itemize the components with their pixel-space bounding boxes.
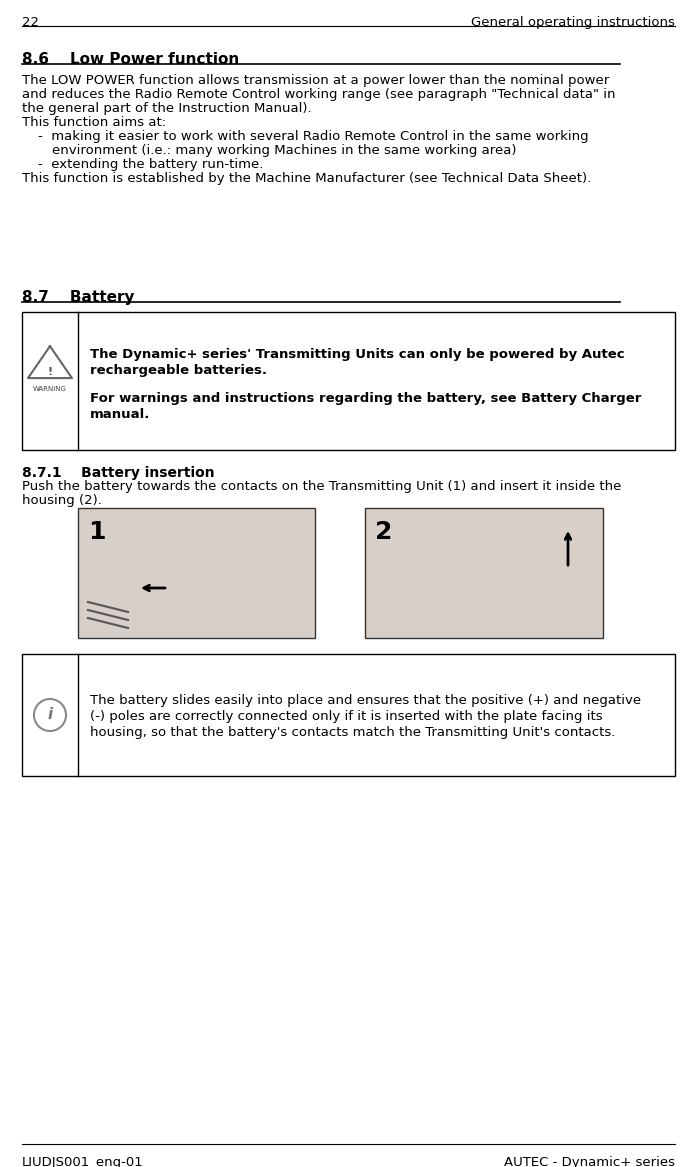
Text: !: !: [47, 366, 52, 377]
Text: The Dynamic+ series' Transmitting Units can only be powered by Autec: The Dynamic+ series' Transmitting Units …: [90, 348, 625, 361]
Text: General operating instructions: General operating instructions: [471, 16, 675, 29]
Bar: [365, 508, 603, 638]
Bar: [22, 312, 675, 450]
Text: -  extending the battery run-time.: - extending the battery run-time.: [38, 158, 263, 172]
Bar: [22, 654, 675, 776]
Text: 22: 22: [22, 16, 39, 29]
Text: AUTEC - Dynamic+ series: AUTEC - Dynamic+ series: [504, 1156, 675, 1167]
Text: WARNING: WARNING: [33, 386, 67, 392]
Text: i: i: [47, 707, 53, 722]
Text: and reduces the Radio Remote Control working range (see paragraph "Technical dat: and reduces the Radio Remote Control wor…: [22, 88, 615, 102]
Text: manual.: manual.: [90, 408, 151, 421]
Circle shape: [34, 699, 66, 731]
Text: -  making it easier to work with several Radio Remote Control in the same workin: - making it easier to work with several …: [38, 130, 589, 144]
Text: 8.7    Battery: 8.7 Battery: [22, 291, 135, 305]
Text: For warnings and instructions regarding the battery, see Battery Charger: For warnings and instructions regarding …: [90, 392, 641, 405]
Bar: [78, 508, 315, 638]
Polygon shape: [28, 347, 72, 378]
Text: The LOW POWER function allows transmission at a power lower than the nominal pow: The LOW POWER function allows transmissi…: [22, 74, 609, 88]
Text: environment (i.e.: many working Machines in the same working area): environment (i.e.: many working Machines…: [52, 144, 516, 158]
Text: housing, so that the battery's contacts match the Transmitting Unit's contacts.: housing, so that the battery's contacts …: [90, 726, 615, 739]
Text: This function is established by the Machine Manufacturer (see Technical Data She: This function is established by the Mach…: [22, 172, 591, 186]
Text: (-) poles are correctly connected only if it is inserted with the plate facing i: (-) poles are correctly connected only i…: [90, 710, 603, 724]
Text: rechargeable batteries.: rechargeable batteries.: [90, 364, 267, 377]
Text: housing (2).: housing (2).: [22, 494, 102, 506]
Text: Push the battery towards the contacts on the Transmitting Unit (1) and insert it: Push the battery towards the contacts on…: [22, 480, 621, 492]
Text: This function aims at:: This function aims at:: [22, 116, 166, 130]
Text: 1: 1: [88, 520, 105, 544]
Text: The battery slides easily into place and ensures that the positive (+) and negat: The battery slides easily into place and…: [90, 694, 641, 707]
Text: LIUDJS001_eng-01: LIUDJS001_eng-01: [22, 1156, 144, 1167]
Text: 8.7.1    Battery insertion: 8.7.1 Battery insertion: [22, 466, 215, 480]
Text: 8.6    Low Power function: 8.6 Low Power function: [22, 53, 239, 67]
Text: 2: 2: [375, 520, 392, 544]
Text: the general part of the Instruction Manual).: the general part of the Instruction Manu…: [22, 102, 312, 116]
